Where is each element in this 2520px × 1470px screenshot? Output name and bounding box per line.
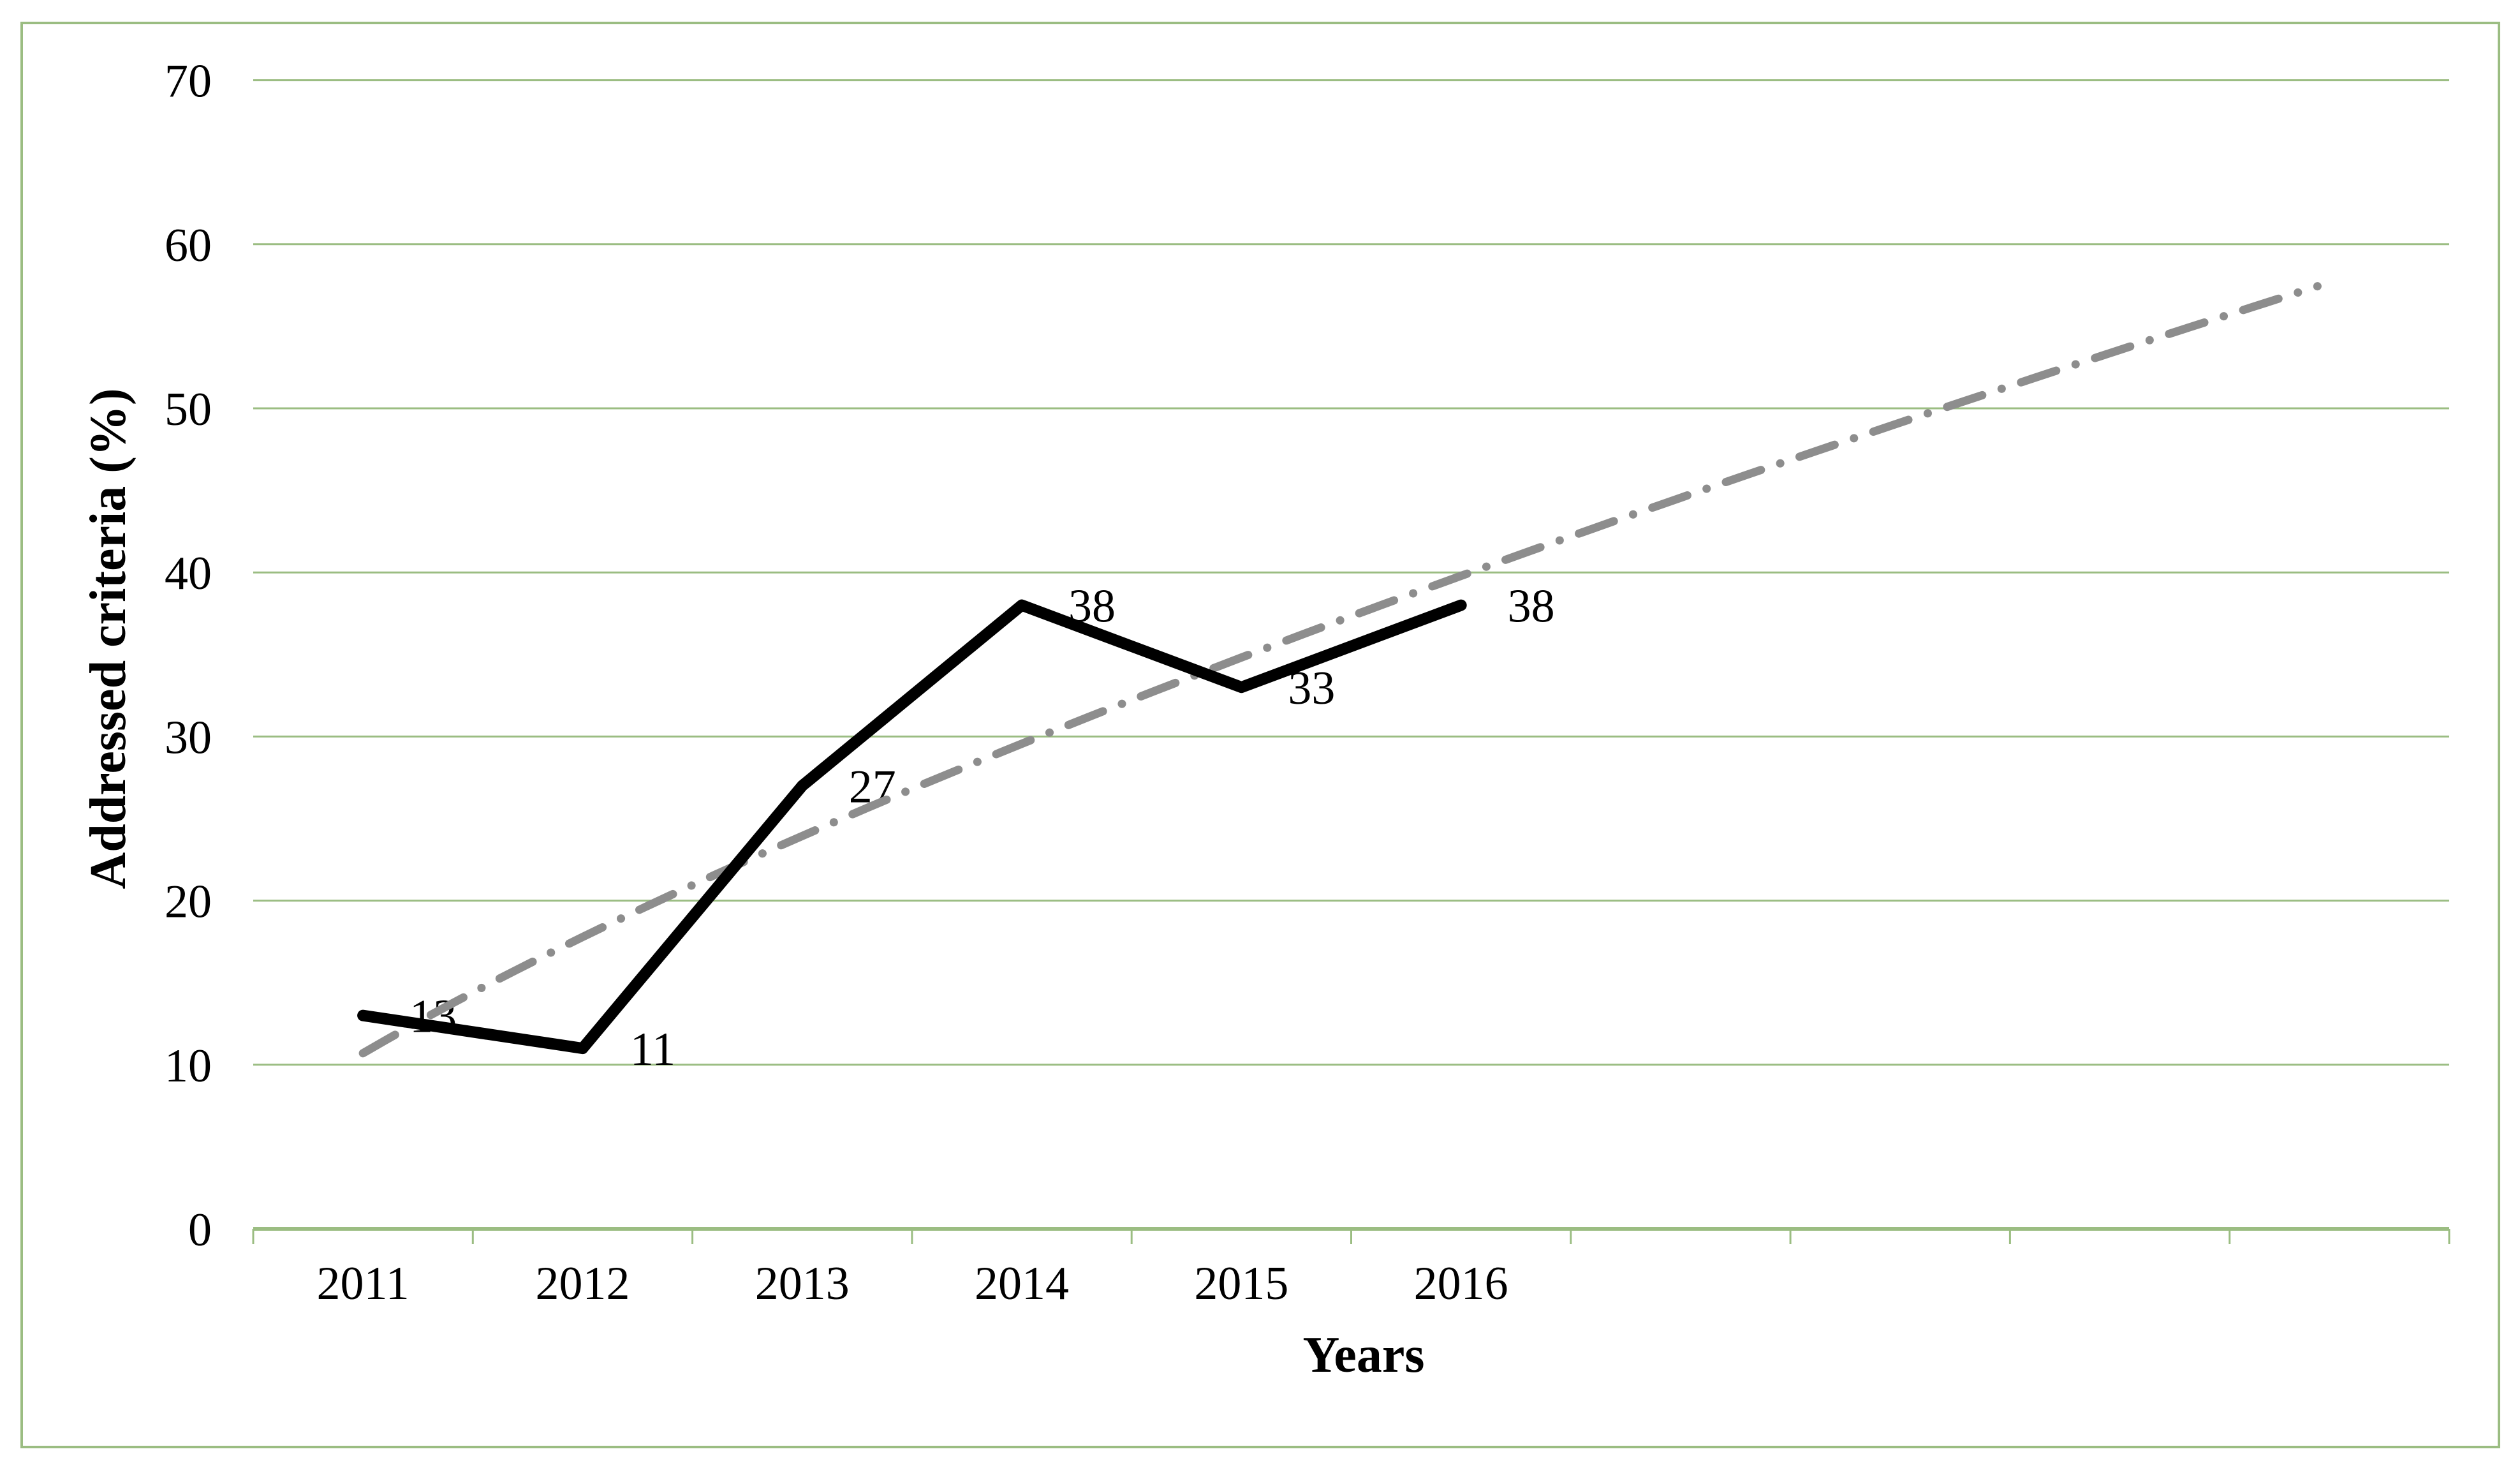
x-tick-label-2012: 2012 — [535, 1258, 630, 1310]
y-tick-label-40: 40 — [165, 547, 212, 600]
trendline-path — [358, 282, 2322, 1058]
y-tick-label-20: 20 — [165, 876, 212, 928]
x-tick-label-2016: 2016 — [1414, 1258, 1508, 1310]
y-tick-label-30: 30 — [165, 711, 212, 764]
x-tick-label-2011: 2011 — [317, 1258, 409, 1310]
x-axis-title: Years — [1302, 1327, 1424, 1383]
x-axis-tick-labels: 2011 2012 2013 2014 2015 2016 — [317, 1258, 1508, 1310]
y-tick-label-0: 0 — [188, 1204, 212, 1256]
chart-border — [20, 22, 2500, 1448]
y-tick-label-70: 70 — [165, 56, 212, 108]
y-tick-label-10: 10 — [165, 1040, 212, 1092]
series-line — [357, 599, 1467, 1055]
x-tick-label-2015: 2015 — [1194, 1258, 1288, 1310]
x-tick-label-2013: 2013 — [755, 1258, 850, 1310]
y-tick-label-60: 60 — [165, 219, 212, 272]
data-label-2016: 38 — [1508, 581, 1555, 633]
trendline-dash-dot — [358, 282, 2322, 1058]
x-axis — [252, 1227, 2450, 1244]
x-tick-label-2014: 2014 — [975, 1258, 1069, 1310]
series-path — [357, 599, 1467, 1055]
y-axis-tick-labels: 0 10 20 30 40 50 60 70 — [165, 56, 212, 1256]
y-axis-title: Addressed criteria (%) — [80, 389, 136, 889]
gridlines — [253, 79, 2449, 1066]
data-label-2012: 11 — [630, 1023, 675, 1076]
y-tick-label-50: 50 — [165, 383, 212, 436]
